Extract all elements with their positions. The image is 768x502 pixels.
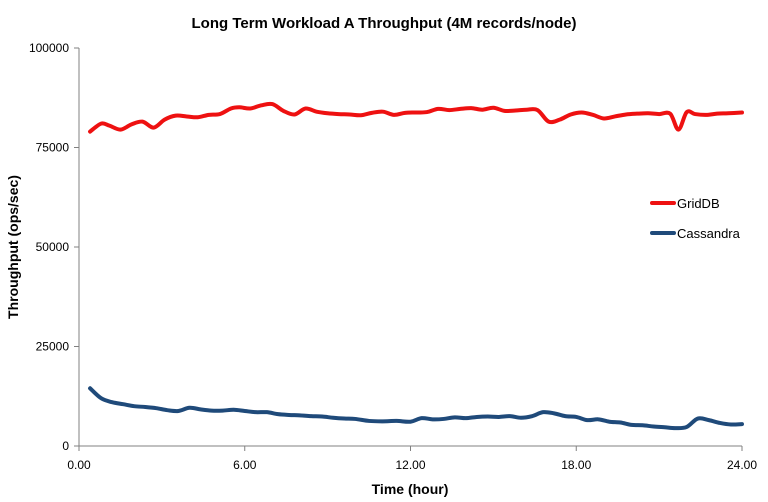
x-tick-label: 0.00 — [67, 458, 91, 472]
y-tick-label: 75000 — [36, 141, 70, 155]
y-axis-ticks: 0 25000 50000 75000 100000 — [29, 41, 79, 453]
legend-label-griddb: GridDB — [677, 196, 720, 211]
x-tick-label: 12.00 — [395, 458, 425, 472]
x-tick-label: 18.00 — [561, 458, 591, 472]
x-tick-label: 6.00 — [233, 458, 257, 472]
y-tick-label: 0 — [62, 439, 69, 453]
legend-label-cassandra: Cassandra — [677, 226, 741, 241]
series-layer — [88, 101, 744, 431]
x-tick-label: 24.00 — [727, 458, 757, 472]
legend: GridDB Cassandra — [650, 196, 741, 241]
y-tick-label: 100000 — [29, 41, 69, 55]
y-tick-label: 25000 — [36, 340, 70, 354]
x-axis-ticks: 0.00 6.00 12.00 18.00 24.00 — [67, 446, 757, 472]
y-axis-title: Throughput (ops/sec) — [5, 175, 21, 319]
chart-title: Long Term Workload A Throughput (4M reco… — [192, 15, 577, 32]
series-line-griddb — [88, 101, 744, 134]
y-tick-label: 50000 — [36, 240, 70, 254]
series-line-cassandra — [88, 386, 744, 431]
x-axis-title: Time (hour) — [372, 481, 449, 497]
